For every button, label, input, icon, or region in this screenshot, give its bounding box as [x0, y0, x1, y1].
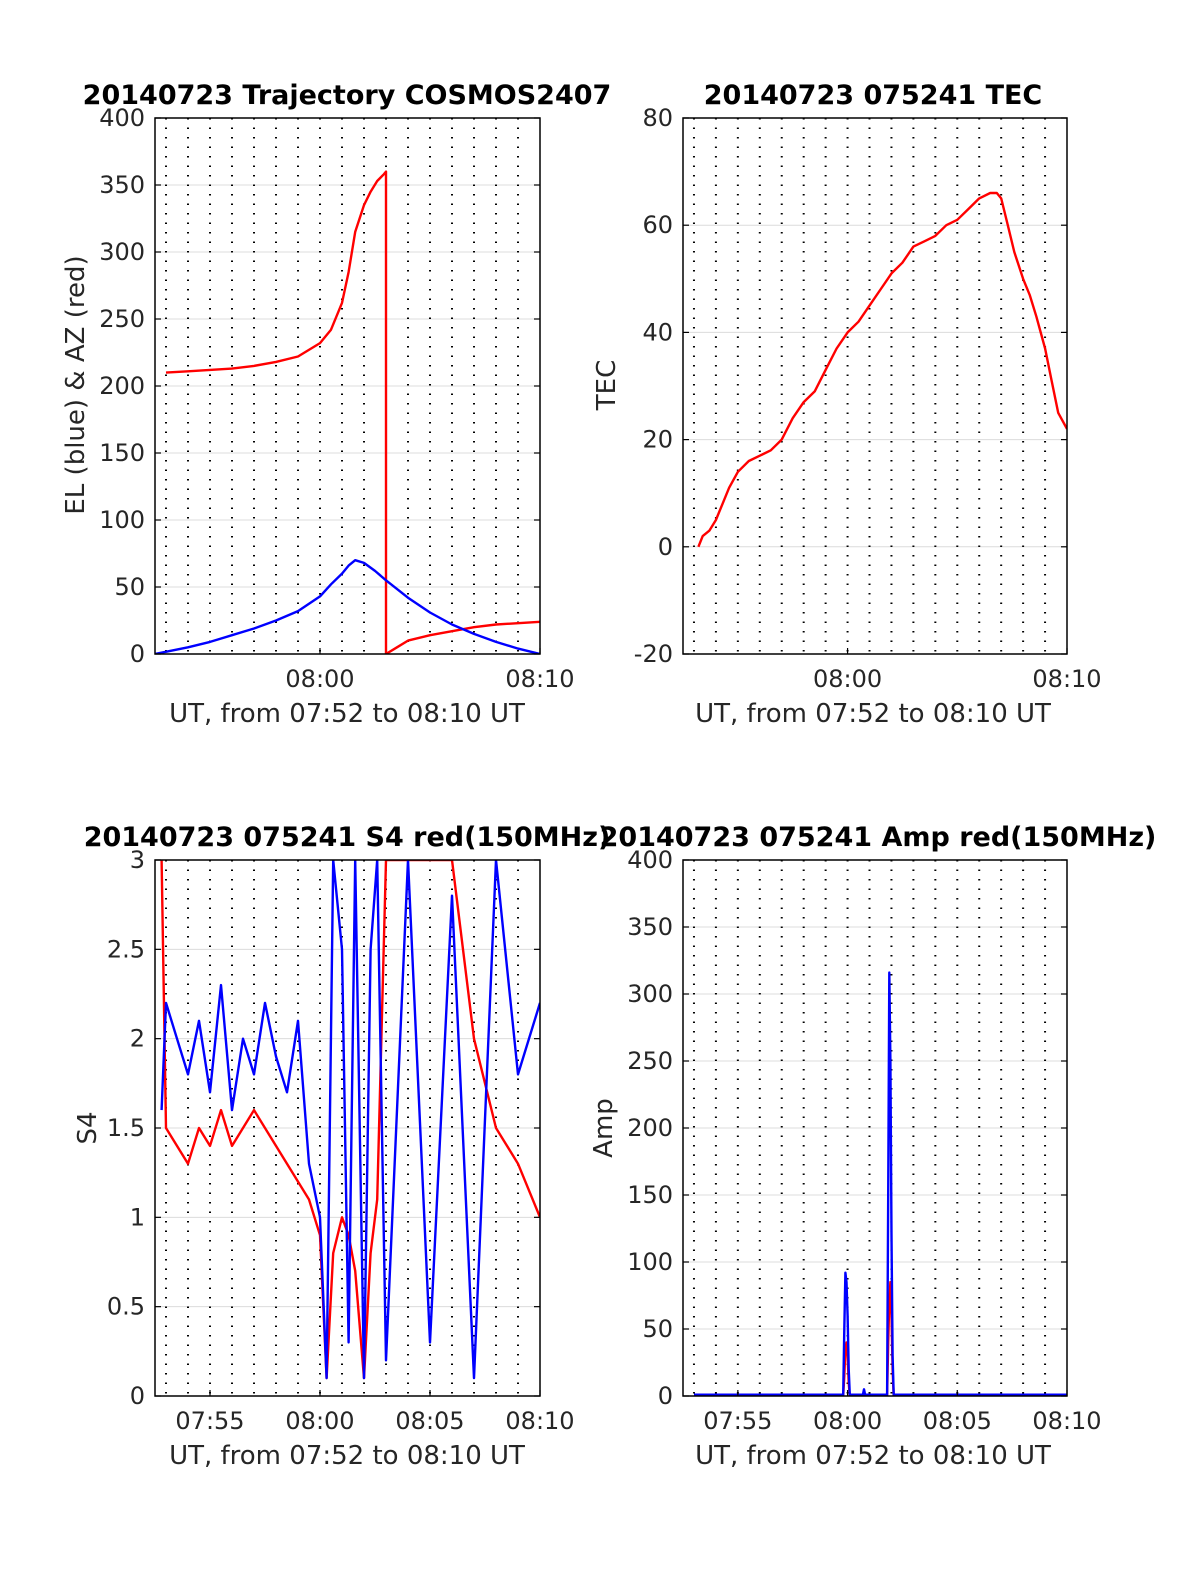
amp-ylabel: Amp [589, 1098, 619, 1158]
trajectory-panel: 20140723 Trajectory COSMOS2407 0 50 100 150… [61, 80, 611, 729]
amp-xlabel: UT, from 07:52 to 08:10 UT [695, 1441, 1051, 1471]
s4-ytick-label: 0 [130, 1382, 145, 1410]
s4-xtick-label: 08:05 [395, 1407, 464, 1435]
amp-ytick-label: 350 [627, 913, 673, 941]
s4-ytick-label: 1.5 [107, 1114, 145, 1142]
amp-ytick-label: 0 [658, 1382, 673, 1410]
amp-ytick-label: 100 [627, 1248, 673, 1276]
amp-panel: 20140723 075241 Amp red(150MHz) 0 50 100 15… [589, 822, 1156, 1471]
tec-xtick-label: 08:10 [1032, 665, 1101, 693]
s4-xtick-label: 08:10 [505, 1407, 574, 1435]
trajectory-ytick-label: 300 [99, 238, 145, 266]
tec-title: 20140723 075241 TEC [704, 80, 1043, 111]
amp-title: 20140723 075241 Amp red(150MHz) [600, 822, 1157, 853]
tec-panel: 20140723 075241 TEC -20 0 20 40 60 80 08:00 08:… [592, 80, 1102, 729]
s4-xlabel: UT, from 07:52 to 08:10 UT [169, 1441, 525, 1471]
tec-series-0 [697, 191, 1067, 548]
s4-ytick-label: 2 [130, 1025, 145, 1053]
trajectory-xtick-label: 08:10 [505, 665, 574, 693]
tec-ytick-label: 20 [642, 426, 673, 454]
tec-ytick-label: 60 [642, 211, 673, 239]
amp-series-0 [694, 1280, 1067, 1396]
tec-ylabel: TEC [592, 360, 622, 411]
s4-ytick-label: 3 [130, 846, 145, 874]
s4-panel: 20140723 075241 S4 red(150MHz) 0 0.5 1 1.5 2… [73, 822, 610, 1471]
trajectory-ytick-label: 100 [99, 506, 145, 534]
amp-plot-area: 0 50 100 150 200 250 300 350 400 07:55 08:00 08:05 0… [627, 846, 1101, 1435]
s4-series-1 [160, 860, 540, 1380]
amp-xtick-label: 08:05 [923, 1407, 992, 1435]
trajectory-plot-area: 0 50 100 150 200 250 300 350 400 08:00 08:10 [99, 104, 574, 693]
trajectory-title: 20140723 Trajectory COSMOS2407 [83, 80, 612, 111]
tec-ytick-label: 80 [642, 104, 673, 132]
trajectory-ylabel: EL (blue) & AZ (red) [61, 255, 91, 514]
trajectory-ytick-label: 150 [99, 439, 145, 467]
amp-xtick-label: 08:10 [1032, 1407, 1101, 1435]
trajectory-ytick-label: 0 [130, 640, 145, 668]
trajectory-ytick-label: 400 [99, 104, 145, 132]
amp-ytick-label: 400 [627, 846, 673, 874]
amp-xtick-label: 08:00 [813, 1407, 882, 1435]
tec-xtick-label: 08:00 [813, 665, 882, 693]
tec-axes-box [682, 117, 1068, 655]
amp-ytick-label: 150 [627, 1181, 673, 1209]
trajectory-ytick-label: 50 [114, 573, 145, 601]
s4-ytick-label: 2.5 [107, 935, 145, 963]
tec-ytick-label: 0 [658, 533, 673, 561]
s4-plot-area: 0 0.5 1 1.5 2 2.5 3 07:55 08:00 08:05 08:10 [107, 846, 575, 1435]
trajectory-xlabel: UT, from 07:52 to 08:10 UT [169, 699, 525, 729]
s4-title: 20140723 075241 S4 red(150MHz) [84, 822, 611, 853]
tec-xlabel: UT, from 07:52 to 08:10 UT [695, 699, 1051, 729]
tec-ytick-label: 40 [642, 318, 673, 346]
s4-ytick-label: 0.5 [107, 1293, 145, 1321]
amp-ytick-label: 300 [627, 980, 673, 1008]
amp-ytick-label: 200 [627, 1114, 673, 1142]
tec-plot-area: -20 0 20 40 60 80 08:00 08:10 [634, 104, 1102, 693]
trajectory-series-1 [155, 559, 540, 654]
tec-ytick-label: -20 [634, 640, 673, 668]
trajectory-ytick-label: 350 [99, 171, 145, 199]
amp-ytick-label: 250 [627, 1047, 673, 1075]
trajectory-series-0 [165, 170, 540, 654]
s4-xtick-label: 08:00 [285, 1407, 354, 1435]
amp-ytick-label: 50 [642, 1315, 673, 1343]
amp-xtick-label: 07:55 [703, 1407, 772, 1435]
s4-ytick-label: 1 [130, 1203, 145, 1231]
trajectory-xtick-label: 08:00 [285, 665, 354, 693]
s4-ylabel: S4 [73, 1111, 103, 1144]
trajectory-ytick-label: 250 [99, 305, 145, 333]
s4-xtick-label: 07:55 [175, 1407, 244, 1435]
amp-series-1 [694, 971, 1067, 1396]
trajectory-ytick-label: 200 [99, 372, 145, 400]
